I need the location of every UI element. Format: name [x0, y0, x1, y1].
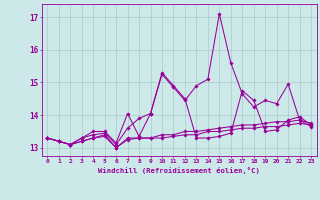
X-axis label: Windchill (Refroidissement éolien,°C): Windchill (Refroidissement éolien,°C) [98, 167, 260, 174]
